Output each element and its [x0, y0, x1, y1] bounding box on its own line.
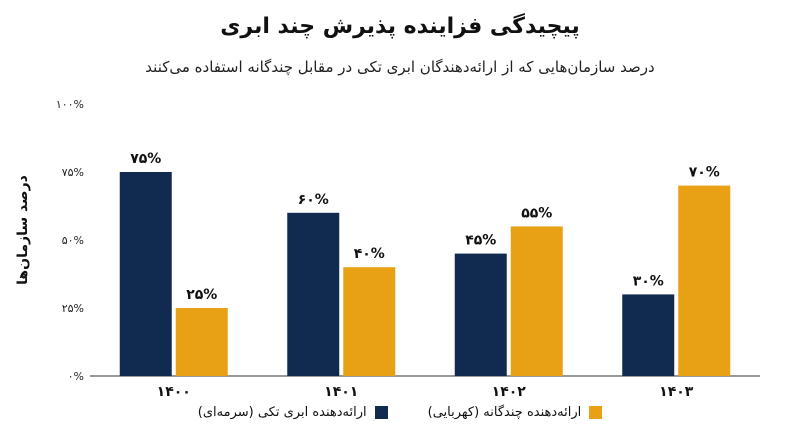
y-tick-label: ۱۰۰% [56, 98, 84, 111]
bar [175, 308, 228, 376]
bar [510, 226, 563, 376]
data-label: ۷۵% [130, 151, 161, 167]
legend-swatch-single [374, 406, 388, 419]
x-tick-label: ۱۴۰۰ [157, 384, 191, 400]
bar [622, 294, 675, 376]
data-label: ۲۵% [186, 287, 217, 303]
legend-item-single: ارائه‌دهنده ابری تکی (سرمه‌ای) [198, 405, 388, 420]
bar [119, 172, 172, 376]
chart-title: پیچیدگی فزاینده پذیرش چند ابری [220, 14, 580, 39]
data-label: ۵۵% [521, 205, 552, 221]
data-label: ۳۰% [633, 273, 664, 289]
chart-subtitle: درصد سازمان‌هایی که از ارائه‌دهندگان ابر… [145, 58, 655, 76]
x-tick-label: ۱۴۰۱ [324, 384, 358, 400]
legend: ارائه‌دهنده چندگانه (کهربایی) ارائه‌دهند… [0, 405, 800, 420]
data-label: ۴۰% [354, 246, 385, 262]
y-tick-label: ۷۵% [62, 166, 84, 179]
data-label: ۶۰% [298, 192, 329, 208]
legend-swatch-multi [589, 406, 603, 419]
bar [678, 185, 731, 376]
bar [454, 253, 507, 376]
data-label: ۴۵% [465, 233, 496, 249]
x-tick-label: ۱۴۰۲ [492, 384, 527, 400]
y-tick-label: ۵۰% [62, 234, 84, 247]
y-tick-label: ۰% [68, 370, 84, 383]
x-tick-label: ۱۴۰۳ [659, 384, 694, 400]
y-tick-label: ۲۵% [62, 302, 84, 315]
legend-item-multi: ارائه‌دهنده چندگانه (کهربایی) [428, 405, 603, 420]
data-label: ۷۰% [689, 165, 720, 181]
legend-label-multi: ارائه‌دهنده چندگانه (کهربایی) [427, 405, 582, 420]
bar [343, 267, 396, 376]
bar [287, 212, 340, 376]
legend-label-single: ارائه‌دهنده ابری تکی (سرمه‌ای) [197, 405, 367, 420]
